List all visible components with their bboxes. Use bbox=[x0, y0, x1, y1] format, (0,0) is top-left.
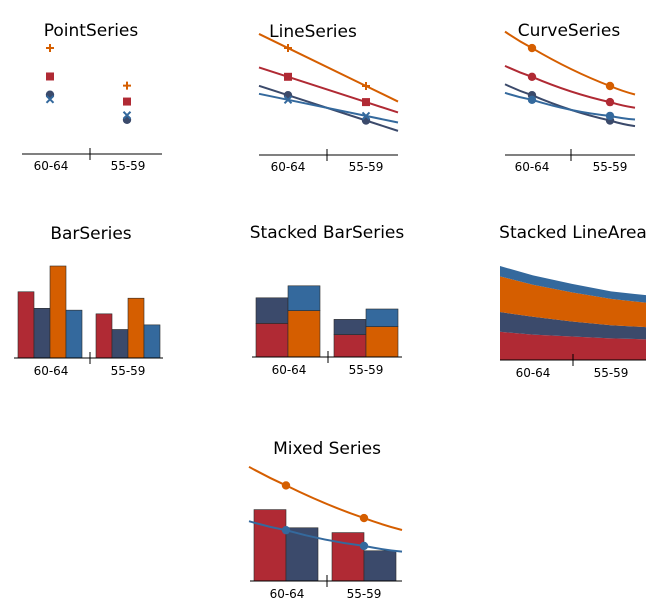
red-square-marker-1 bbox=[46, 72, 54, 81]
stacked-bar-red-1 bbox=[255, 323, 289, 358]
orange-circle-marker-1 bbox=[527, 43, 537, 53]
panel-point-series: PointSeries 60-64 55-59 bbox=[22, 21, 162, 173]
curve-series-title: CurveSeries bbox=[518, 21, 621, 41]
panel-curve-series: CurveSeries 60-64 55-59 bbox=[504, 21, 636, 174]
curve-series-marks bbox=[504, 30, 636, 128]
bar-series-tick-1: 60-64 bbox=[34, 364, 69, 378]
area-red bbox=[500, 331, 646, 360]
line-series-tick-1: 60-64 bbox=[271, 160, 306, 174]
area-slate bbox=[500, 312, 646, 340]
line-series-tick-2: 55-59 bbox=[349, 160, 384, 174]
mixed-bar-red-2 bbox=[331, 532, 365, 582]
stacked-bar-slate-2 bbox=[333, 319, 367, 335]
area-orange bbox=[500, 276, 646, 328]
curve-series-tick-2: 55-59 bbox=[593, 160, 628, 174]
panel-stacked-bar-series: Stacked BarSeries 60-64 55-59 bbox=[250, 223, 405, 377]
orange-plus-marker-1 bbox=[284, 44, 292, 53]
bar-blue-1 bbox=[65, 309, 83, 359]
bar-orange-1 bbox=[49, 265, 67, 359]
red-circle-marker-2 bbox=[605, 97, 615, 107]
stacked-bar-series-title: Stacked BarSeries bbox=[250, 223, 405, 243]
red-square-marker-1 bbox=[284, 72, 292, 81]
curve-series-tick-1: 60-64 bbox=[515, 160, 550, 174]
mixed-line-blue bbox=[248, 520, 403, 553]
bar-series-marks bbox=[17, 265, 161, 359]
series-line-blue bbox=[258, 92, 399, 124]
stacked-bar-orange-2 bbox=[365, 326, 399, 358]
mixed-orange-marker-1 bbox=[281, 481, 291, 490]
point-series-title: PointSeries bbox=[44, 21, 139, 41]
mixed-orange-marker-2 bbox=[359, 513, 369, 523]
mixed-series-title: Mixed Series bbox=[273, 439, 381, 459]
stacked-bar-slate-1 bbox=[255, 297, 289, 324]
stacked-line-area-tick-2: 55-59 bbox=[594, 366, 629, 380]
bar-slate-2 bbox=[111, 329, 129, 359]
panel-mixed-series: Mixed Series 60-64 55-59 bbox=[248, 439, 403, 601]
line-series-title: LineSeries bbox=[269, 22, 357, 42]
bar-blue-2 bbox=[143, 324, 161, 359]
blue-circle-marker-1 bbox=[527, 95, 537, 105]
bar-series-tick-2: 55-59 bbox=[111, 364, 146, 378]
blue-cross-marker-1 bbox=[283, 95, 293, 105]
mixed-bar-red-1 bbox=[253, 509, 287, 582]
mixed-bar-slate-2 bbox=[363, 550, 397, 582]
stacked-bar-red-2 bbox=[333, 334, 367, 358]
blue-circle-marker-2 bbox=[605, 111, 615, 121]
mixed-blue-marker-2 bbox=[359, 541, 369, 551]
stacked-line-area-tick-1: 60-64 bbox=[516, 366, 551, 380]
line-series-marks bbox=[258, 33, 399, 132]
stacked-bar-series-tick-2: 55-59 bbox=[349, 363, 384, 377]
mixed-bar-slate-1 bbox=[285, 527, 319, 582]
mixed-series-tick-1: 60-64 bbox=[270, 587, 305, 601]
panel-stacked-line-area: Stacked LineArea 60-64 55-59 bbox=[499, 223, 647, 380]
panel-bar-series: BarSeries 60-64 55-59 bbox=[14, 224, 163, 378]
orange-plus-marker-1 bbox=[46, 43, 54, 52]
red-square-marker-2 bbox=[123, 97, 131, 106]
panel-line-series: LineSeries 60-64 55-59 bbox=[258, 22, 399, 174]
blue-cross-marker-2 bbox=[122, 111, 132, 120]
mixed-series-marks bbox=[248, 465, 403, 582]
orange-plus-marker-2 bbox=[362, 82, 370, 90]
point-series-tick-2: 55-59 bbox=[111, 159, 146, 173]
bar-red-1 bbox=[17, 291, 35, 359]
series-line-red bbox=[504, 64, 636, 109]
stacked-bar-series-marks bbox=[255, 285, 399, 358]
bar-slate-1 bbox=[33, 308, 51, 359]
stacked-line-area-title: Stacked LineArea bbox=[499, 223, 647, 243]
point-series-marks bbox=[45, 43, 132, 125]
blue-cross-marker-2 bbox=[361, 111, 371, 121]
stacked-bar-blue-1 bbox=[287, 285, 321, 311]
stacked-line-area-marks bbox=[500, 266, 646, 360]
bar-orange-2 bbox=[127, 297, 145, 359]
blue-cross-marker-1 bbox=[45, 95, 55, 104]
mixed-series-tick-2: 55-59 bbox=[347, 587, 382, 601]
series-line-orange bbox=[258, 33, 399, 103]
stacked-bar-blue-2 bbox=[365, 308, 399, 327]
orange-plus-marker-2 bbox=[123, 81, 131, 90]
bar-red-2 bbox=[95, 313, 113, 359]
area-blue bbox=[500, 266, 646, 303]
point-series-tick-1: 60-64 bbox=[34, 159, 69, 173]
red-square-marker-2 bbox=[362, 98, 370, 107]
series-line-orange bbox=[504, 30, 636, 96]
mixed-blue-marker-1 bbox=[281, 525, 291, 535]
stacked-bar-orange-1 bbox=[287, 310, 321, 358]
mixed-line-orange bbox=[248, 465, 403, 531]
orange-circle-marker-2 bbox=[605, 81, 615, 91]
red-circle-marker-1 bbox=[527, 72, 537, 82]
series-line-red bbox=[258, 66, 399, 114]
bar-series-title: BarSeries bbox=[50, 224, 131, 244]
series-line-blue bbox=[504, 91, 636, 121]
stacked-bar-series-tick-1: 60-64 bbox=[272, 363, 307, 377]
